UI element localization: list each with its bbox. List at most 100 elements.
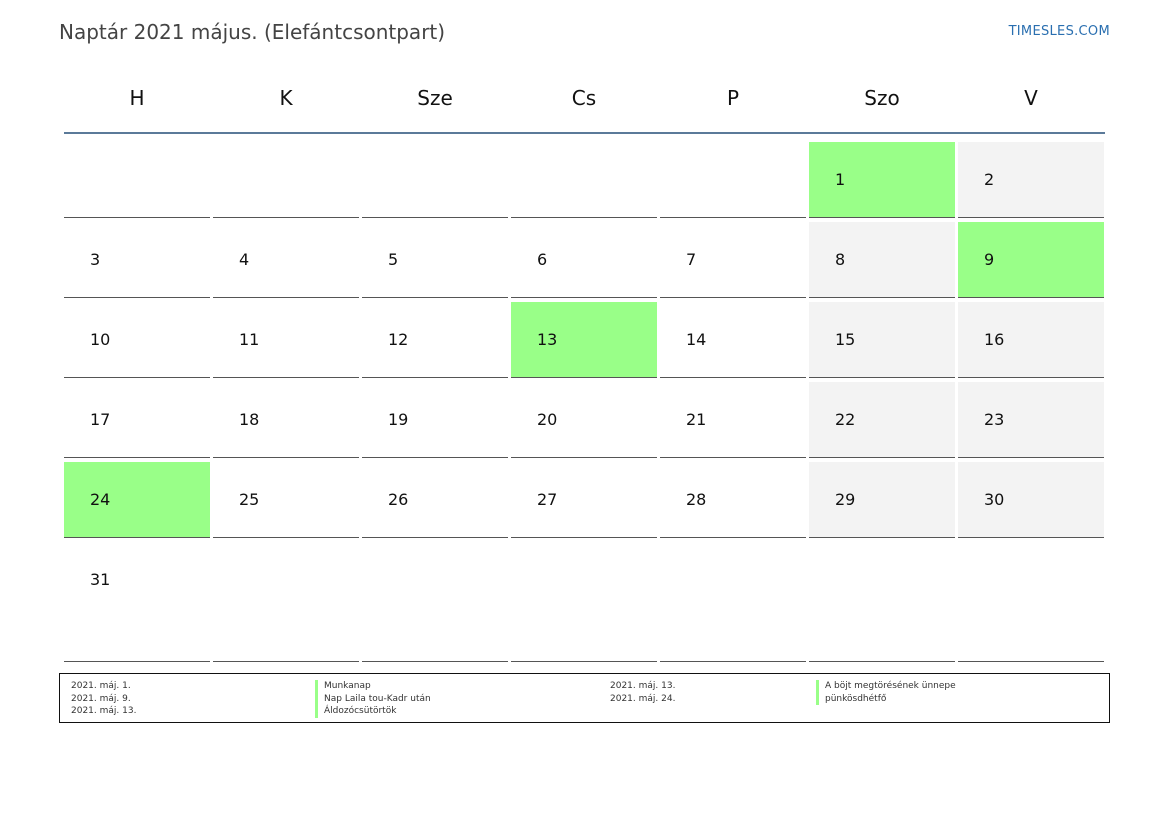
day-cell <box>362 142 508 218</box>
day-cell: 16 <box>958 302 1104 378</box>
day-cell <box>362 542 508 662</box>
day-number: 25 <box>239 490 260 509</box>
legend-date: 2021. máj. 13. <box>610 681 676 691</box>
day-cell: 27 <box>511 462 657 538</box>
day-cell <box>511 142 657 218</box>
day-cell <box>660 542 806 662</box>
day-cell: 9 <box>958 222 1104 298</box>
day-number: 22 <box>835 410 856 429</box>
week-row: 31 <box>64 538 1105 662</box>
day-cell <box>958 542 1104 662</box>
day-number: 24 <box>90 490 111 509</box>
day-number: 15 <box>835 330 856 349</box>
day-number: 6 <box>537 250 548 269</box>
day-number: 19 <box>388 410 409 429</box>
day-cell: 4 <box>213 222 359 298</box>
day-cell: 8 <box>809 222 955 298</box>
day-cell: 21 <box>660 382 806 458</box>
day-cell: 31 <box>64 542 210 662</box>
day-number: 10 <box>90 330 111 349</box>
day-cell: 26 <box>362 462 508 538</box>
page-title: Naptár 2021 május. (Elefántcsontpart) <box>59 20 446 44</box>
legend-right-dates: 2021. máj. 13. 2021. máj. 24. <box>610 680 675 705</box>
legend-left-names: Munkanap Nap Laila tou-Kadr után Áldozóc… <box>315 680 431 718</box>
weekday-header-row: H K Sze Cs P Szo V <box>64 78 1105 134</box>
day-cell: 3 <box>64 222 210 298</box>
week-row: 17 18 19 20 21 22 23 <box>64 378 1105 458</box>
day-cell: 18 <box>213 382 359 458</box>
day-number: 21 <box>686 410 707 429</box>
legend-holiday-name: pünkösdhétfő <box>816 692 956 705</box>
day-cell: 30 <box>958 462 1104 538</box>
weekday-header-sat: Szo <box>864 86 900 110</box>
weeks-container: 1 2 3 4 5 6 7 8 9 10 11 12 13 14 15 16 1… <box>64 138 1105 662</box>
day-cell: 2 <box>958 142 1104 218</box>
legend-left-dates: 2021. máj. 1. 2021. máj. 9. 2021. máj. 1… <box>71 680 136 718</box>
week-row: 3 4 5 6 7 8 9 <box>64 218 1105 298</box>
day-number: 23 <box>984 410 1005 429</box>
day-cell: 7 <box>660 222 806 298</box>
day-number: 8 <box>835 250 846 269</box>
day-cell: 23 <box>958 382 1104 458</box>
day-cell: 24 <box>64 462 210 538</box>
day-number: 11 <box>239 330 260 349</box>
day-cell <box>64 142 210 218</box>
day-number: 20 <box>537 410 558 429</box>
day-number: 26 <box>388 490 409 509</box>
day-number: 7 <box>686 250 697 269</box>
holiday-legend: 2021. máj. 1. 2021. máj. 9. 2021. máj. 1… <box>59 673 1110 723</box>
day-number: 17 <box>90 410 111 429</box>
legend-right-names: A böjt megtörésének ünnepe pünkösdhétfő <box>816 680 956 705</box>
day-cell: 15 <box>809 302 955 378</box>
weekday-header-mon: H <box>129 86 145 110</box>
legend-holiday-name: A böjt megtörésének ünnepe <box>816 680 956 693</box>
day-number: 28 <box>686 490 707 509</box>
day-cell: 19 <box>362 382 508 458</box>
day-cell: 25 <box>213 462 359 538</box>
day-number: 18 <box>239 410 260 429</box>
calendar-grid: H K Sze Cs P Szo V 1 2 3 4 5 6 7 8 9 10 … <box>64 78 1105 662</box>
day-number: 9 <box>984 250 995 269</box>
day-number: 27 <box>537 490 558 509</box>
week-row: 24 25 26 27 28 29 30 <box>64 458 1105 538</box>
day-number: 12 <box>388 330 409 349</box>
day-cell: 20 <box>511 382 657 458</box>
weekday-header-thu: Cs <box>571 86 597 110</box>
day-cell: 10 <box>64 302 210 378</box>
day-number: 30 <box>984 490 1005 509</box>
day-number: 29 <box>835 490 856 509</box>
day-cell <box>809 542 955 662</box>
day-cell: 11 <box>213 302 359 378</box>
day-number: 1 <box>835 170 846 189</box>
day-cell: 13 <box>511 302 657 378</box>
day-number: 13 <box>537 330 558 349</box>
weekday-header-fri: P <box>726 86 740 110</box>
day-cell: 29 <box>809 462 955 538</box>
legend-date: 2021. máj. 13. <box>71 706 137 716</box>
day-cell: 12 <box>362 302 508 378</box>
day-cell: 6 <box>511 222 657 298</box>
week-row: 1 2 <box>64 138 1105 218</box>
day-number: 16 <box>984 330 1005 349</box>
weekday-header-sun: V <box>1024 86 1038 110</box>
day-number: 4 <box>239 250 250 269</box>
legend-holiday-name: Nap Laila tou-Kadr után <box>315 692 431 705</box>
legend-holiday-name: Áldozócsütörtök <box>315 705 431 718</box>
week-row: 10 11 12 13 14 15 16 <box>64 298 1105 378</box>
legend-date: 2021. máj. 24. <box>610 693 676 704</box>
day-number: 14 <box>686 330 707 349</box>
day-cell: 14 <box>660 302 806 378</box>
day-cell: 22 <box>809 382 955 458</box>
day-cell <box>660 142 806 218</box>
site-link[interactable]: TIMESLES.COM <box>1008 24 1110 39</box>
legend-date: 2021. máj. 9. <box>71 693 131 704</box>
day-cell: 1 <box>809 142 955 218</box>
day-cell <box>213 542 359 662</box>
legend-date: 2021. máj. 1. <box>71 681 131 691</box>
legend-holiday-name: Munkanap <box>315 680 431 693</box>
weekday-header-wed: Sze <box>417 86 453 110</box>
day-number: 2 <box>984 170 995 189</box>
day-number: 31 <box>90 570 111 589</box>
day-cell: 28 <box>660 462 806 538</box>
weekday-header-tue: K <box>279 86 293 110</box>
